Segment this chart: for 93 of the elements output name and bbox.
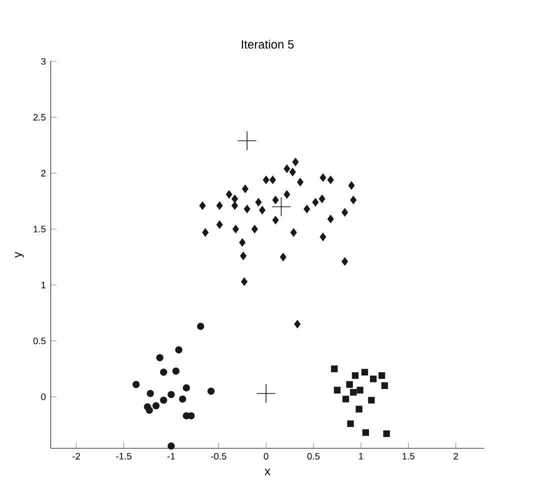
x-tick-label: -0.5 — [211, 452, 226, 460]
point — [202, 228, 209, 236]
x-tick-label: 1.5 — [402, 452, 414, 460]
point — [188, 412, 195, 420]
point — [168, 442, 175, 450]
point — [239, 238, 246, 247]
x-tick-label: -2 — [72, 452, 80, 460]
point — [237, 130, 257, 150]
y-tick-label: 0.5 — [33, 337, 46, 344]
point — [320, 232, 326, 241]
x-tick-label: 0.5 — [307, 452, 320, 460]
point — [342, 208, 348, 216]
y-tick-label: 1.5 — [34, 226, 46, 232]
y-tick-label: 3 — [41, 58, 46, 65]
x-tick-label: 2 — [454, 452, 458, 460]
point — [241, 277, 248, 286]
x-tick-label: 0 — [264, 452, 268, 460]
point — [156, 354, 164, 362]
point — [178, 395, 186, 403]
point — [168, 390, 175, 398]
point — [232, 224, 239, 234]
point — [244, 204, 250, 213]
point — [232, 194, 238, 203]
point — [318, 194, 326, 203]
x-tick-label: 1 — [359, 452, 364, 460]
point — [207, 387, 215, 395]
point — [347, 420, 354, 427]
point — [146, 390, 154, 397]
point — [226, 190, 232, 198]
point — [255, 198, 262, 206]
point — [320, 173, 326, 182]
point — [348, 181, 355, 190]
point — [352, 372, 359, 379]
point — [262, 176, 270, 184]
point — [232, 201, 238, 210]
x-axis-title: x — [264, 468, 270, 475]
point — [294, 320, 301, 328]
y-tick-label: 2 — [41, 170, 46, 176]
x-tick-label: -1 — [167, 452, 175, 460]
point — [350, 196, 357, 204]
point — [292, 158, 299, 166]
point — [197, 322, 204, 330]
point — [342, 257, 348, 266]
point — [272, 196, 291, 216]
point — [361, 368, 368, 376]
point — [216, 220, 223, 229]
point — [199, 201, 206, 210]
point — [132, 380, 140, 388]
y-tick-label: 2.5 — [33, 114, 46, 120]
point — [259, 206, 266, 214]
point — [381, 382, 388, 389]
point — [289, 168, 296, 176]
y-axis-title: y — [15, 252, 24, 258]
point — [242, 184, 248, 193]
point — [342, 396, 350, 402]
point — [290, 228, 297, 236]
point — [304, 204, 310, 213]
point — [346, 381, 353, 388]
point — [272, 196, 279, 204]
point — [334, 386, 341, 394]
point — [146, 406, 153, 414]
chart-title: Iteration 5 — [242, 40, 294, 49]
point — [297, 178, 304, 186]
point — [284, 190, 290, 198]
point — [256, 384, 276, 404]
point — [331, 365, 338, 372]
point — [312, 198, 319, 206]
point — [368, 396, 375, 404]
point — [327, 176, 334, 184]
point — [172, 367, 180, 375]
point — [284, 164, 290, 173]
point — [280, 252, 286, 262]
point — [356, 386, 364, 394]
point — [270, 176, 276, 184]
point — [182, 384, 190, 392]
point — [370, 375, 377, 382]
point — [160, 368, 168, 376]
point — [251, 224, 258, 234]
point — [240, 252, 247, 260]
y-tick-label: 0 — [41, 393, 46, 400]
point — [383, 430, 390, 437]
point — [272, 216, 279, 224]
point — [327, 214, 334, 224]
point — [175, 346, 182, 354]
point — [378, 372, 386, 379]
point — [216, 201, 223, 210]
x-tick-label: -1.5 — [116, 452, 132, 460]
point — [350, 388, 357, 396]
point — [152, 402, 160, 410]
point — [160, 396, 168, 404]
point — [362, 429, 370, 436]
point — [356, 406, 362, 412]
y-tick-label: 1 — [42, 282, 46, 288]
